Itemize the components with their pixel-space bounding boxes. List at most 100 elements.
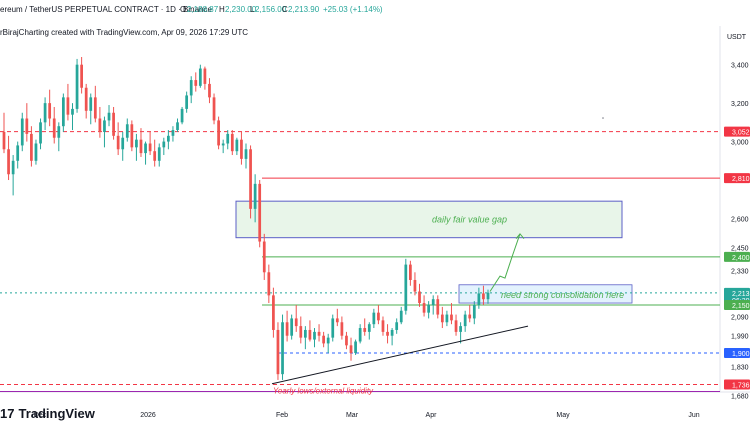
candle-body [153, 151, 157, 161]
projection-path[interactable] [489, 233, 521, 292]
time-tick-2026: 2026 [140, 412, 156, 419]
candle-body [482, 293, 485, 300]
candle-body [413, 279, 417, 292]
candle-body [16, 145, 20, 161]
level-1900-badge[interactable] [724, 348, 750, 359]
candle-body [66, 97, 70, 115]
candle-body [303, 329, 307, 338]
candle-body [459, 326, 462, 332]
level-1736-badge-text: 1,736 [732, 383, 750, 390]
candle-body [52, 118, 56, 138]
candle-body [468, 314, 472, 319]
fvg-label: daily fair value gap [432, 214, 507, 224]
level-2400-badge-text: 2,400 [732, 255, 750, 262]
candle-body [244, 149, 248, 159]
open-label: O [180, 5, 187, 14]
candle-body [217, 120, 220, 146]
candle-body [167, 135, 170, 142]
candle-body [335, 318, 339, 323]
consolidation-zone[interactable] [458, 284, 633, 304]
change-value: +25.03 (+1.14%) [323, 5, 383, 14]
price-tick: 1,830 [731, 364, 749, 371]
symbol-title[interactable]: ereum / TetherUS PERPETUAL CONTRACT · 1D… [0, 5, 212, 14]
candle-body [107, 112, 111, 121]
time-tick-apr: Apr [426, 412, 438, 419]
candle-body [194, 80, 198, 86]
candle-body [322, 335, 325, 344]
level-2150-badge-text: 2,150 [732, 303, 750, 310]
consolidation-label: need strong consolidation here [501, 290, 624, 300]
level-2400-badge[interactable] [724, 251, 750, 262]
tradingview-logo-icon: 17 [0, 405, 15, 421]
ascending-trendline[interactable] [271, 325, 529, 385]
currency-label[interactable]: USDT [727, 34, 747, 41]
fair-value-gap-zone[interactable] [235, 200, 623, 239]
candle-body [377, 312, 380, 321]
candle-body [486, 292, 490, 300]
level-2810-badge[interactable] [724, 173, 750, 184]
chart-credit: rBirajCharting created with TradingView.… [0, 28, 248, 37]
candle-body [399, 310, 403, 323]
candle-body [11, 160, 15, 175]
candle-body [240, 139, 243, 159]
time-tick-feb: Feb [276, 412, 288, 419]
level-3052-badge[interactable] [724, 126, 750, 137]
candle-body [171, 130, 175, 136]
time-tick-mar: Mar [346, 412, 359, 419]
price-tick: 3,200 [731, 101, 749, 108]
price-tick: 2,450 [731, 245, 749, 252]
candle-body [272, 295, 275, 330]
candle-body [422, 303, 426, 313]
level-1736-badge[interactable] [724, 379, 750, 390]
candle-body [230, 133, 234, 152]
candle-body [281, 322, 284, 375]
candle-body [176, 122, 179, 131]
level-2810-badge-text: 2,810 [732, 176, 750, 183]
candle-body [308, 329, 312, 340]
candle-body [185, 95, 189, 109]
candle-body [48, 103, 52, 119]
yearly-lows-label: Yearly lows/external liquidity [273, 386, 374, 395]
candle-body [198, 68, 202, 86]
candle-body [431, 299, 435, 305]
candle-body [345, 335, 348, 346]
price-tick: 1,680 [731, 393, 749, 400]
candle-body [125, 124, 129, 138]
candle-body [34, 143, 38, 161]
candle-body [112, 112, 115, 136]
high-label: H [219, 5, 225, 14]
candle-body [20, 118, 24, 146]
price-tick: 1,990 [731, 334, 749, 341]
candle-body [418, 291, 421, 304]
close-value: 2,213.90 [288, 5, 320, 14]
candle-body [409, 264, 412, 280]
candle-body [262, 241, 266, 273]
candle-body [208, 83, 211, 98]
candle-body [30, 133, 33, 161]
time-tick-may: May [556, 412, 570, 419]
candle-body [450, 314, 453, 321]
open-value: 2,188.87 [187, 5, 219, 14]
price-tick: 3,400 [731, 63, 749, 70]
candle-body [386, 331, 389, 336]
candle-body [43, 103, 47, 123]
candle-body [363, 328, 367, 332]
candle-body [189, 80, 193, 96]
candle-body [203, 68, 207, 84]
level-2150-badge[interactable] [724, 299, 750, 310]
candle-body [75, 64, 79, 109]
price-tick: 3,000 [731, 140, 749, 147]
candle-body [80, 64, 83, 88]
chart-header: ereum / TetherUS PERPETUAL CONTRACT · 1D… [0, 0, 720, 26]
candle-body [89, 97, 93, 111]
candle-body [98, 118, 102, 132]
tradingview-logo[interactable]: 17 TradingView [0, 403, 95, 423]
candle-body [390, 329, 394, 336]
candle-body [61, 97, 65, 127]
candle-body [395, 322, 399, 330]
candle-body [440, 314, 444, 323]
candle-body [144, 143, 147, 154]
candle-body [472, 304, 476, 319]
candle-body [354, 341, 357, 354]
